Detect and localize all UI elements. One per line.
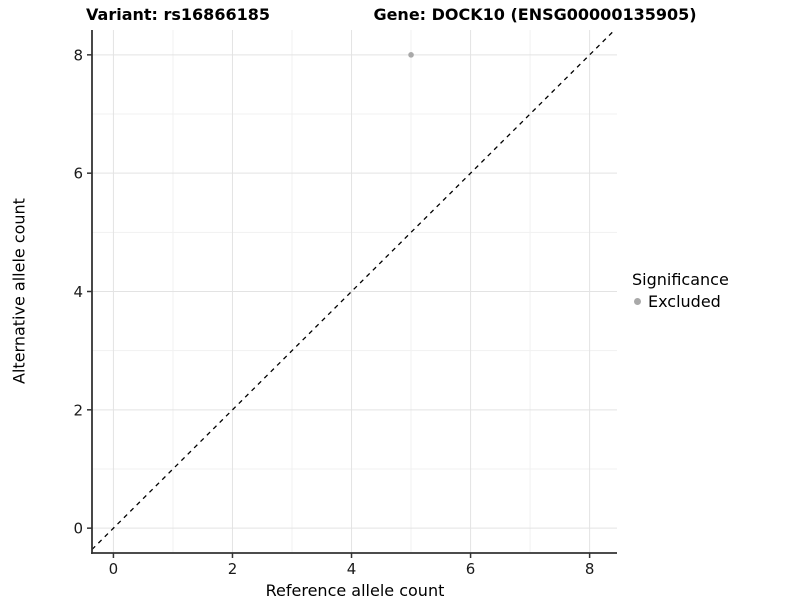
identity-line [91,29,616,550]
variant-title: Variant: rs16866185 [86,5,270,24]
legend-item-excluded: Excluded [630,292,729,311]
gene-title: Gene: DOCK10 (ENSG00000135905) [373,5,697,24]
x-axis-title: Reference allele count [265,581,445,600]
data-point [408,52,414,58]
x-tick-label: 6 [466,560,476,578]
legend: Significance Excluded [630,270,729,311]
x-tick-label: 4 [347,560,357,578]
y-tick-label: 6 [73,165,83,183]
legend-item-label: Excluded [648,292,721,311]
y-axis-title: Alternative allele count [9,198,29,384]
y-tick-label: 4 [73,283,83,301]
x-tick-label: 8 [585,560,595,578]
y-tick-label: 2 [73,401,83,419]
legend-title: Significance [632,270,729,289]
y-tick-label: 0 [73,520,83,538]
y-tick-label: 8 [73,46,83,64]
x-tick-label: 0 [109,560,119,578]
x-tick-label: 2 [228,560,238,578]
excluded-point-icon [634,298,641,305]
